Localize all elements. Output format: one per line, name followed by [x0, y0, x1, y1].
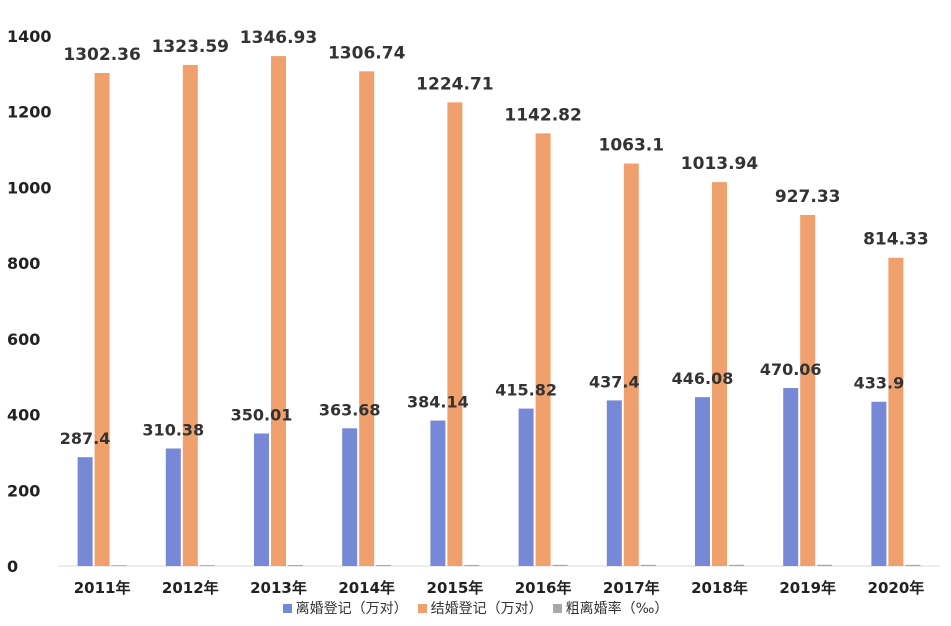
x-tick-label: 2012年: [162, 579, 219, 597]
bar-marriage: [623, 163, 639, 566]
bar-crude-rate: [552, 564, 568, 566]
data-label-divorce: 446.08: [672, 369, 734, 388]
y-tick-label: 1400: [7, 27, 52, 46]
legend-item-crude-rate: 粗离婚率（‰）: [552, 598, 669, 618]
legend-swatch-divorce: [282, 603, 292, 613]
bar-marriage: [712, 182, 727, 566]
x-tick-label: 2017年: [603, 579, 660, 597]
x-tick-label: 2020年: [868, 579, 925, 597]
x-tick-label: 2018年: [691, 579, 748, 597]
bar-crude-rate: [111, 565, 127, 566]
bar-marriage: [800, 214, 816, 566]
bar-crude-rate: [199, 565, 215, 566]
y-tick-label: 200: [7, 481, 40, 500]
data-label-marriage: 1302.36: [63, 45, 140, 65]
y-tick-label: 600: [7, 330, 40, 349]
legend-label-crude-rate: 粗离婚率（‰）: [565, 601, 669, 617]
x-tick-label: 2019年: [779, 579, 836, 597]
bar-marriage: [535, 133, 551, 566]
data-label-marriage: 1142.82: [504, 105, 581, 125]
data-label-marriage: 927.33: [775, 187, 841, 207]
data-label-marriage: 1224.71: [416, 74, 493, 94]
data-label-divorce: 310.38: [142, 420, 204, 439]
data-label-marriage: 1013.94: [681, 154, 759, 174]
bar-marriage: [271, 56, 286, 566]
y-tick-label: 800: [7, 254, 40, 273]
data-label-marriage: 1323.59: [152, 37, 229, 57]
legend-item-divorce: 离婚登记（万对）: [282, 598, 408, 618]
legend-swatch-marriage: [417, 603, 427, 613]
x-tick-label: 2014年: [338, 579, 395, 597]
bar-marriage: [447, 102, 463, 566]
bar-crude-rate: [817, 564, 833, 566]
data-label-divorce: 437.4: [589, 372, 640, 391]
y-tick-label: 400: [7, 406, 40, 425]
y-tick-label: 1000: [7, 178, 52, 197]
data-label-divorce: 384.14: [407, 393, 469, 412]
bar-marriage: [888, 257, 904, 566]
x-tick-label: 2015年: [427, 579, 484, 597]
bar-crude-rate: [729, 564, 744, 566]
y-tick-label: 0: [7, 557, 18, 576]
x-tick-label: 2016年: [515, 579, 572, 597]
bars: [77, 56, 921, 567]
data-label-divorce: 363.68: [319, 400, 381, 419]
x-tick-label: 2013年: [250, 579, 307, 597]
legend-label-divorce: 离婚登记（万对）: [295, 601, 408, 617]
data-label-divorce: 287.4: [60, 429, 111, 448]
bar-divorce: [77, 457, 93, 566]
chart-legend: 离婚登记（万对） 结婚登记（万对） 粗离婚率（‰）: [0, 596, 951, 620]
bar-divorce: [783, 388, 799, 566]
bar-crude-rate: [288, 565, 303, 566]
y-axis: 0 200 400 600 800 1000 1200 1400: [7, 27, 52, 576]
data-label-divorce: 470.06: [760, 360, 822, 379]
data-label-divorce: 433.9: [854, 374, 905, 393]
data-label-marriage: 814.33: [863, 230, 929, 250]
bar-crude-rate: [376, 564, 392, 566]
data-label-marriage: 1306.74: [328, 43, 406, 63]
data-labels: 287.4 1302.36 310.38 1323.59 350.01 1346.93 36…: [60, 28, 929, 448]
data-label-marriage: 1063.1: [598, 136, 664, 156]
bar-crude-rate: [464, 564, 480, 566]
x-tick-label: 2011年: [74, 579, 131, 597]
data-label-divorce: 415.82: [495, 381, 557, 400]
bar-marriage: [182, 64, 198, 567]
x-axis: 2011年 2012年 2013年 2014年 2015年 2016年 2017年 2018年…: [74, 579, 925, 597]
bar-divorce: [518, 408, 534, 566]
bar-divorce: [254, 433, 269, 566]
bar-divorce: [695, 397, 710, 566]
data-label-marriage: 1346.93: [240, 28, 317, 48]
legend-item-marriage: 结婚登记（万对）: [417, 598, 543, 618]
bar-divorce: [606, 400, 622, 566]
bar-divorce: [342, 428, 358, 566]
legend-swatch-crude-rate: [552, 603, 562, 613]
legend-label-marriage: 结婚登记（万对）: [430, 601, 543, 617]
bar-divorce: [871, 401, 887, 566]
bar-crude-rate: [640, 564, 656, 566]
bar-divorce: [430, 420, 446, 566]
bar-divorce: [165, 448, 181, 566]
bar-marriage: [94, 72, 110, 566]
bar-marriage: [359, 71, 375, 566]
y-tick-label: 1200: [7, 103, 52, 122]
bar-crude-rate: [905, 564, 921, 566]
data-label-divorce: 350.01: [231, 405, 293, 424]
